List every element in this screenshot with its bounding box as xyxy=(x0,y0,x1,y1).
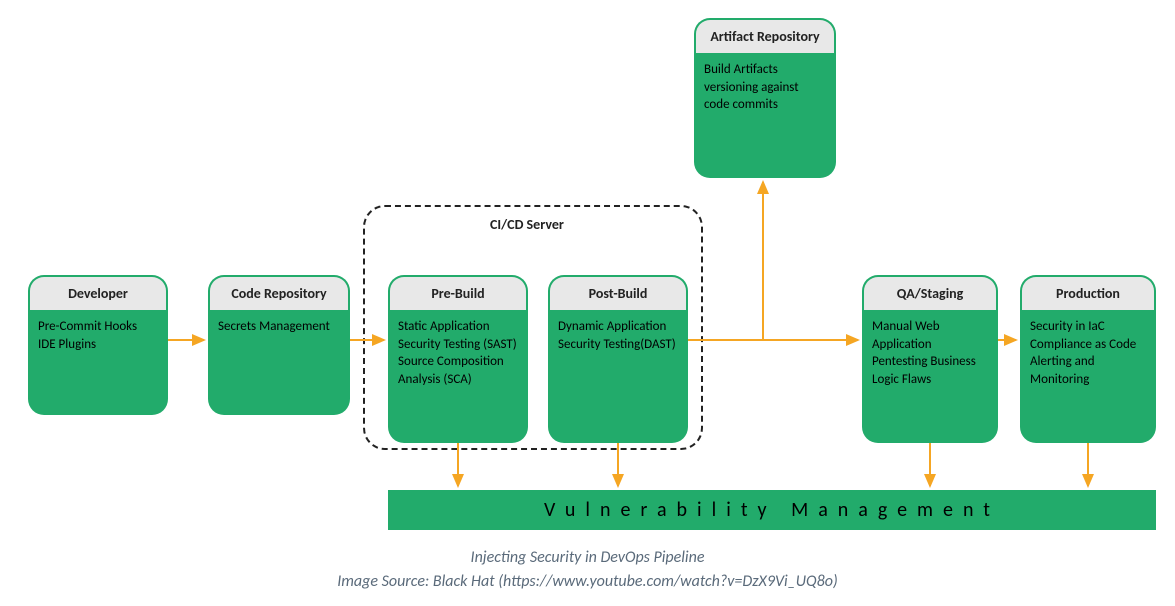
node-post-build: Post-Build Dynamic Application Security … xyxy=(548,275,688,443)
node-artifact-repository: Artifact Repository Build Artifacts vers… xyxy=(694,18,836,178)
node-qa-staging-body: Manual Web Application Pentesting Busine… xyxy=(862,310,998,398)
node-code-repository: Code Repository Secrets Management xyxy=(208,275,350,415)
node-qa-staging: QA/Staging Manual Web Application Pentes… xyxy=(862,275,998,443)
cicd-server-label: CI/CD Server xyxy=(490,216,564,233)
node-qa-staging-title: QA/Staging xyxy=(864,277,996,310)
caption-line-2: Image Source: Black Hat (https://www.you… xyxy=(0,572,1175,591)
node-developer-body: Pre-Commit HooksIDE Plugins xyxy=(28,310,168,363)
node-production: Production Security in IaCCompliance as … xyxy=(1020,275,1156,443)
node-artifact-repository-body: Build Artifacts versioning against code … xyxy=(694,53,836,124)
node-pre-build-title: Pre-Build xyxy=(390,277,526,310)
node-post-build-title: Post-Build xyxy=(550,277,686,310)
node-developer: Developer Pre-Commit HooksIDE Plugins xyxy=(28,275,168,415)
node-code-repository-body: Secrets Management xyxy=(208,310,350,346)
node-pre-build: Pre-Build Static Application Security Te… xyxy=(388,275,528,443)
node-artifact-repository-title: Artifact Repository xyxy=(696,20,834,53)
node-production-body: Security in IaCCompliance as CodeAlertin… xyxy=(1020,310,1156,398)
caption-line-1: Injecting Security in DevOps Pipeline xyxy=(0,548,1175,567)
vulnerability-management-bar: Vulnerability Management xyxy=(388,490,1156,530)
node-developer-title: Developer xyxy=(30,277,166,310)
node-post-build-body: Dynamic Application Security Testing(DAS… xyxy=(548,310,688,363)
node-production-title: Production xyxy=(1022,277,1154,310)
node-pre-build-body: Static Application Security Testing (SAS… xyxy=(388,310,528,398)
node-code-repository-title: Code Repository xyxy=(210,277,348,310)
